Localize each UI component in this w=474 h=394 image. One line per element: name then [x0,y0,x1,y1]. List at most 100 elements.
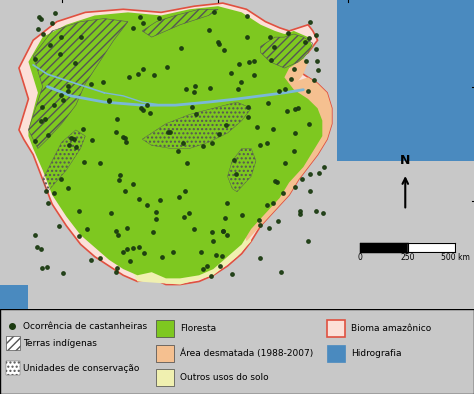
Point [216,263,224,269]
Point [112,129,119,136]
Point [75,233,83,240]
Text: 250: 250 [401,253,415,262]
Text: Ocorrência de castanheiras: Ocorrência de castanheiras [23,322,147,331]
Point [37,117,45,124]
Point [88,137,96,143]
Point [64,83,72,89]
Point [105,97,113,103]
Point [38,265,46,271]
Point [267,57,275,63]
Point [152,216,160,222]
Point [263,203,271,209]
Point [302,58,310,64]
Point [177,45,185,51]
Point [139,19,147,26]
Point [216,41,223,47]
Point [223,231,230,238]
Point [144,202,151,208]
Point [234,86,242,93]
Point [121,188,128,194]
Point [245,114,252,121]
Point [275,88,283,94]
Point [219,228,227,234]
Point [45,132,52,139]
Point [283,108,291,114]
Point [281,86,288,92]
Point [121,135,128,141]
Point [156,197,164,203]
Point [203,263,211,269]
Point [313,58,321,64]
Point [265,225,273,231]
Point [291,184,299,191]
Point [296,211,304,217]
Point [83,226,91,232]
Point [164,64,171,70]
Point [243,34,250,40]
Text: Outros usos do solo: Outros usos do solo [180,374,269,383]
Point [270,44,277,50]
Point [129,181,137,188]
Point [43,188,50,194]
Text: Terras indígenas: Terras indígenas [23,339,97,348]
Point [278,269,285,275]
Bar [156,345,174,362]
Bar [6,336,20,350]
Point [315,169,323,176]
Point [140,250,147,256]
Bar [156,370,174,387]
Point [271,178,279,185]
Text: Unidades de conservação: Unidades de conservação [23,364,139,373]
Point [292,105,299,112]
Point [294,105,301,111]
Point [190,225,198,232]
Point [129,25,137,31]
Point [280,190,287,196]
Point [57,176,64,182]
Point [144,102,151,108]
Point [219,228,227,234]
Point [119,249,127,255]
Point [150,229,157,235]
Point [137,105,145,112]
Text: 0: 0 [358,253,363,262]
Point [221,215,228,221]
Point [214,39,222,45]
Point [45,200,52,206]
Bar [156,320,174,337]
Point [200,266,207,272]
Point [209,140,216,146]
Polygon shape [28,6,322,278]
Point [208,273,215,279]
Point [312,32,319,38]
Point [223,122,230,128]
Point [212,252,220,258]
Point [182,86,190,92]
Point [59,97,67,103]
Point [139,107,147,113]
Bar [327,320,345,337]
Point [136,14,144,20]
Point [250,72,258,78]
Point [48,20,56,26]
Point [139,66,146,72]
Polygon shape [0,284,28,309]
Point [36,14,43,20]
Point [220,47,228,53]
Point [185,210,192,216]
Point [253,124,261,130]
Point [127,258,134,264]
Point [180,140,187,147]
Point [31,138,39,144]
Point [51,10,59,16]
Point [306,120,313,126]
Point [306,171,314,178]
Point [169,249,176,255]
Point [72,143,80,150]
Point [287,76,295,82]
Polygon shape [228,77,332,241]
Point [71,59,78,66]
Point [250,58,257,64]
Point [50,190,58,196]
Point [135,196,143,203]
